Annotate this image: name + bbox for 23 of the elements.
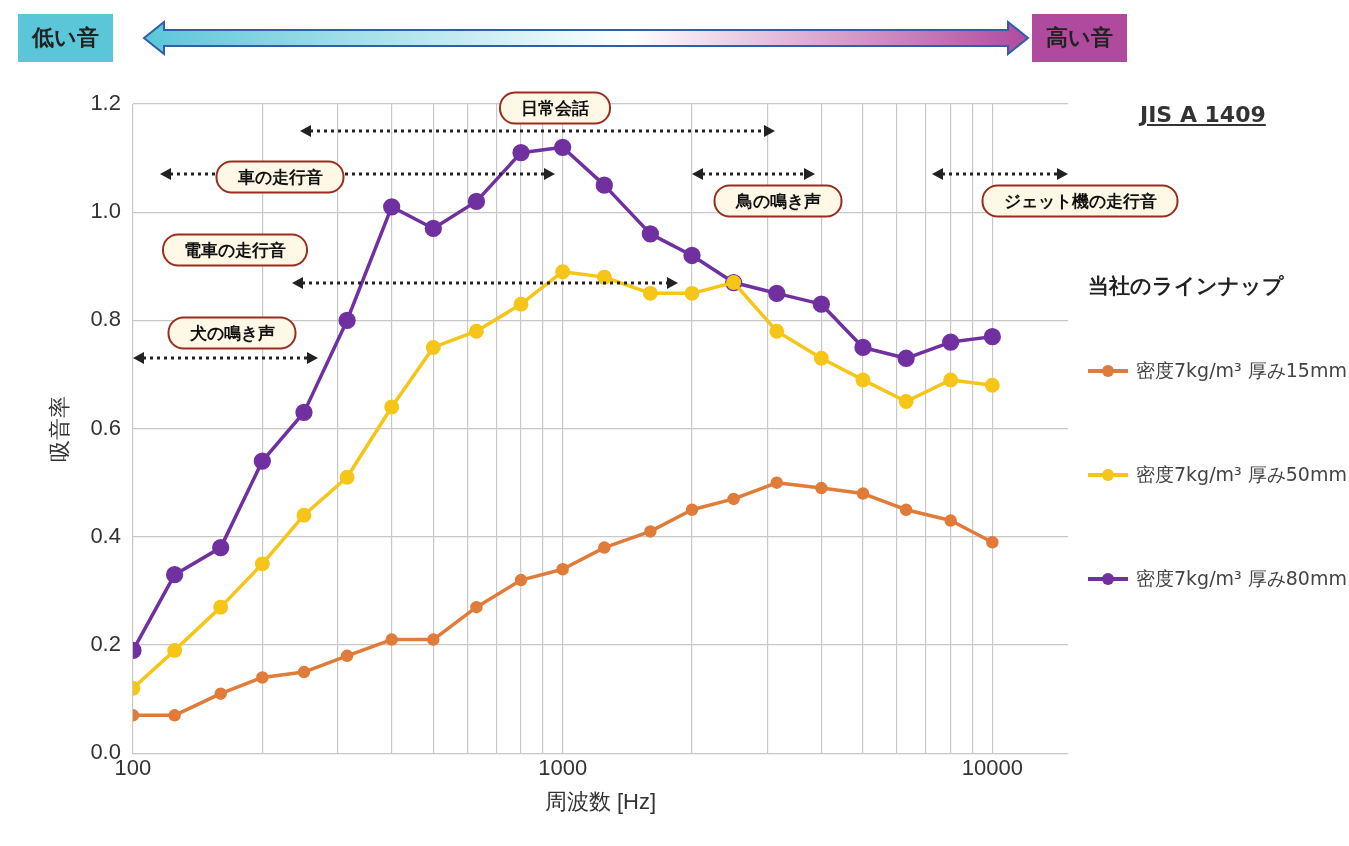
legend-label: 密度7kg/m³ 厚み15mm xyxy=(1136,358,1347,383)
text: JIS A 1409 xyxy=(1140,102,1266,127)
annotation: 電車の走行音 xyxy=(162,233,308,267)
y-tick-label: 1.0 xyxy=(90,198,121,224)
legend-label: 密度7kg/m³ 厚み80mm xyxy=(1136,566,1347,591)
text: 高い音 xyxy=(1032,14,1127,62)
y-axis-title: 吸音率 xyxy=(47,395,73,462)
text: 低い音 xyxy=(18,14,113,62)
annotation: 犬の鳴き声 xyxy=(167,316,297,350)
x-tick-label: 10000 xyxy=(961,755,1023,781)
legend-title: 当社のラインナップ xyxy=(1088,273,1285,300)
y-tick-label: 0.6 xyxy=(90,414,121,440)
y-tick-label: 1.2 xyxy=(90,90,121,116)
annotation: ジェット機の走行音 xyxy=(981,184,1179,218)
x-axis-title: 周波数 [Hz] xyxy=(544,788,657,814)
annotation: 車の走行音 xyxy=(215,160,345,194)
y-tick-label: 0.8 xyxy=(90,306,121,332)
x-tick-label: 1000 xyxy=(538,755,588,781)
annotation: 日常会話 xyxy=(499,91,611,125)
y-tick-label: 0.2 xyxy=(90,631,121,657)
annotation: 鳥の鳴き声 xyxy=(713,184,843,218)
legend-label: 密度7kg/m³ 厚み50mm xyxy=(1136,462,1347,487)
y-tick-label: 0.4 xyxy=(90,522,121,548)
